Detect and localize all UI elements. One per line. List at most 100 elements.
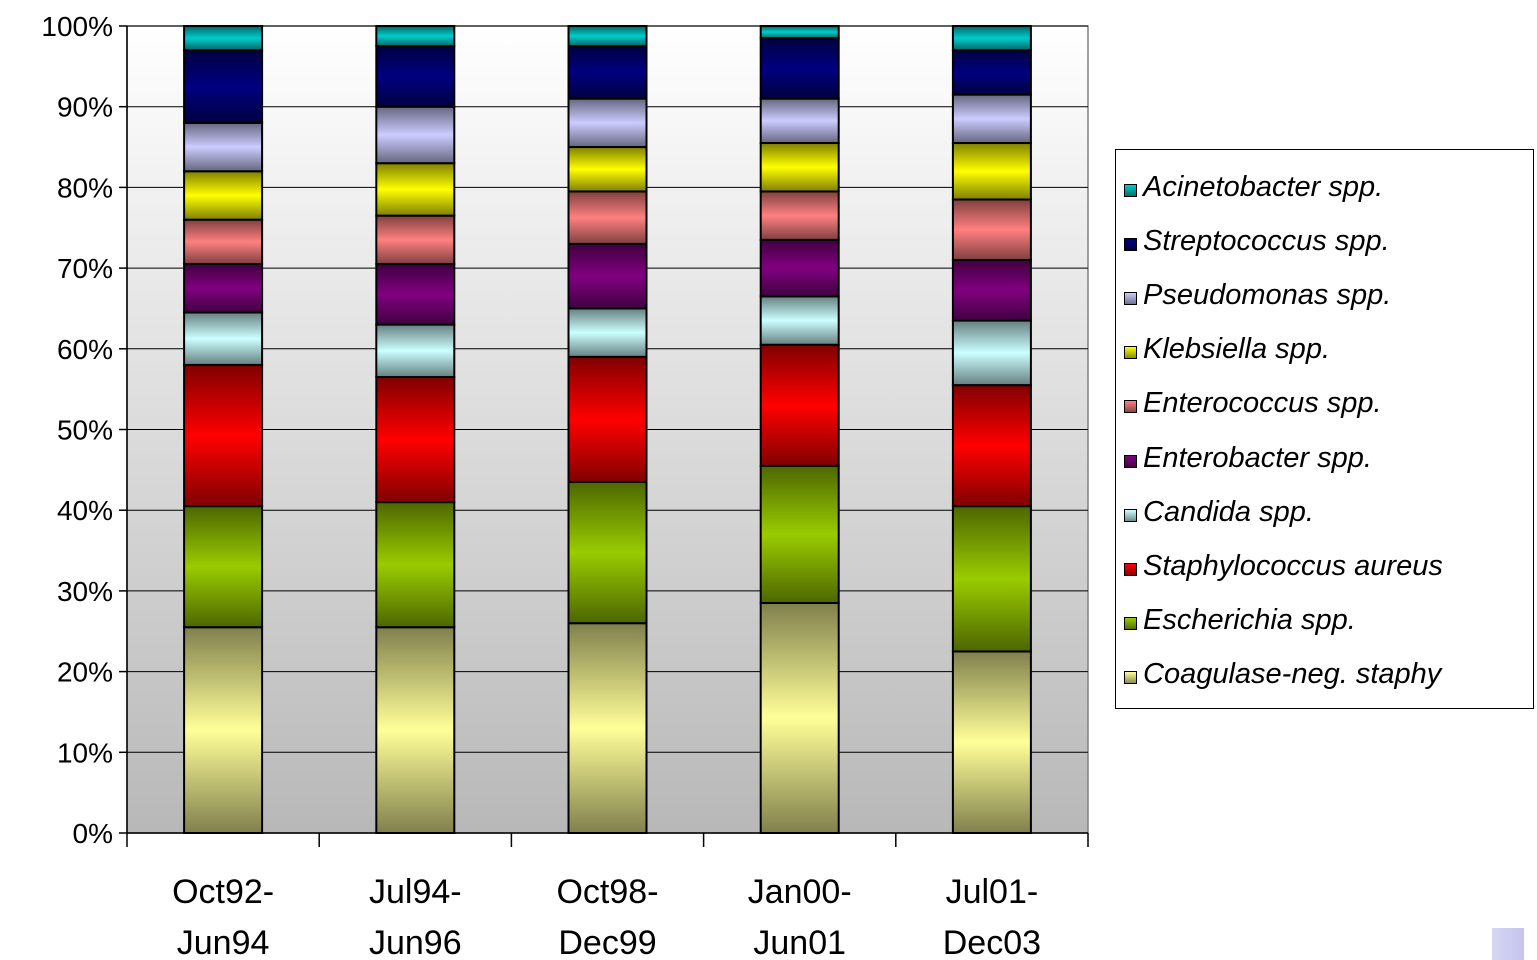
bar-segment <box>951 650 1032 834</box>
bar-segment <box>567 355 648 483</box>
bar-segment <box>183 121 264 173</box>
bar-segment <box>567 480 648 625</box>
bar-segment <box>183 263 264 314</box>
bar-segment <box>951 259 1032 322</box>
bar-segment <box>183 25 264 52</box>
bar-segment <box>567 45 648 100</box>
legend-swatch <box>1124 562 1137 576</box>
bar-segment <box>951 384 1032 508</box>
bar-segment <box>759 142 840 193</box>
bar-segment <box>375 105 456 165</box>
bar-segment <box>183 311 264 366</box>
legend-swatch <box>1124 237 1137 251</box>
bar-segment <box>567 190 648 245</box>
legend-label: Staphylococcus aureus <box>1143 549 1443 582</box>
x-category-label: Oct98-Dec99 <box>556 873 658 960</box>
legend-swatch <box>1124 508 1137 522</box>
y-tick-label: 100% <box>41 11 113 42</box>
legend-swatch <box>1124 400 1137 414</box>
legend-label: Enterococcus spp. <box>1143 387 1382 420</box>
bar-segment <box>759 343 840 467</box>
legend-item: Enterococcus spp. <box>1116 377 1533 431</box>
legend-swatch <box>1124 183 1137 197</box>
legend-swatch <box>1124 291 1137 305</box>
bar-segment <box>567 622 648 834</box>
bar-segment <box>951 93 1032 145</box>
bar-segment <box>375 501 456 629</box>
bar-segment <box>183 363 264 508</box>
legend-item: Klebsiella spp. <box>1116 323 1533 377</box>
legend-item: Streptococcus spp. <box>1116 214 1533 268</box>
legend-swatch <box>1124 671 1137 685</box>
legend-item: Candida spp. <box>1116 485 1533 539</box>
y-tick-label: 20% <box>57 657 113 688</box>
bar-segments <box>183 25 1032 835</box>
bar-segment <box>375 323 456 379</box>
bar-segment <box>759 602 840 834</box>
x-category-label: Oct92-Jun94 <box>172 873 274 960</box>
bar-segment <box>567 307 648 358</box>
bar-segment <box>567 25 648 48</box>
bar-segment <box>183 49 264 124</box>
legend-item: Pseudomonas spp. <box>1116 268 1533 322</box>
legend-swatch <box>1124 617 1137 631</box>
bar-segment <box>375 214 456 266</box>
bar-segment <box>759 464 840 605</box>
bar-segment <box>951 198 1032 262</box>
y-tick-label: 40% <box>57 495 113 526</box>
bar-segment <box>567 146 648 193</box>
legend-swatch <box>1124 454 1137 468</box>
y-tick-label: 60% <box>57 334 113 365</box>
bar-segment <box>375 45 456 108</box>
bar-segment <box>951 142 1032 201</box>
legend-label: Enterobacter spp. <box>1143 441 1372 474</box>
bar-segment <box>759 190 840 241</box>
legend-label: Escherichia spp. <box>1143 604 1356 637</box>
legend-label: Klebsiella spp. <box>1143 333 1330 366</box>
legend-label: Pseudomonas spp. <box>1143 278 1392 311</box>
bar-segment <box>375 263 456 326</box>
bar-segment <box>375 626 456 835</box>
bar-segment <box>951 505 1032 653</box>
bar-segment <box>759 97 840 145</box>
bar-segment <box>375 376 456 504</box>
legend-item: Coagulase-neg. staphy <box>1116 648 1533 702</box>
legend-item: Escherichia spp. <box>1116 594 1533 648</box>
x-category-label: Jul94-Jun96 <box>369 873 462 960</box>
x-category-label: Jul01-Dec03 <box>943 873 1041 960</box>
bar-segment <box>759 37 840 100</box>
y-tick-label: 50% <box>57 415 113 446</box>
bar-segment <box>951 25 1032 52</box>
legend-label: Acinetobacter spp. <box>1143 170 1384 203</box>
legend-label: Candida spp. <box>1143 495 1314 528</box>
y-tick-label: 80% <box>57 172 113 203</box>
y-tick-label: 90% <box>57 92 113 123</box>
bar-segment <box>183 626 264 835</box>
legend: Acinetobacter spp. Streptococcus spp. Pseu… <box>1115 149 1534 709</box>
bar-segment <box>183 218 264 266</box>
bar-segment <box>183 505 264 629</box>
legend-item: Acinetobacter spp. <box>1116 160 1533 214</box>
legend-item: Staphylococcus aureus <box>1116 539 1533 593</box>
x-axis: Oct92-Jun94 Jul94-Jun96 Oct98-Dec99 Jan00-J… <box>126 832 1089 960</box>
bar-segment <box>375 25 456 48</box>
bar-segment <box>759 238 840 298</box>
legend-label: Streptococcus spp. <box>1143 224 1390 257</box>
x-category-label: Jan00-Jun01 <box>748 873 852 960</box>
bar-segment <box>951 319 1032 387</box>
legend-swatch <box>1124 346 1137 360</box>
y-tick-label: 70% <box>57 253 113 284</box>
y-tick-label: 30% <box>57 576 113 607</box>
corner-decoration <box>1492 928 1524 960</box>
legend-item: Enterobacter spp. <box>1116 431 1533 485</box>
bar-segment <box>759 295 840 346</box>
legend-label: Coagulase-neg. staphy <box>1143 658 1442 691</box>
bar-segment <box>567 242 648 310</box>
bar-segment <box>567 97 648 149</box>
bar-segment <box>759 25 840 40</box>
y-tick-label: 0% <box>73 818 113 849</box>
bar-segment <box>375 162 456 217</box>
y-tick-label: 10% <box>57 737 113 768</box>
y-axis: 0% 10% 20% 30% 40% 50% 60% 70% 80% 90% 100% <box>41 11 128 849</box>
